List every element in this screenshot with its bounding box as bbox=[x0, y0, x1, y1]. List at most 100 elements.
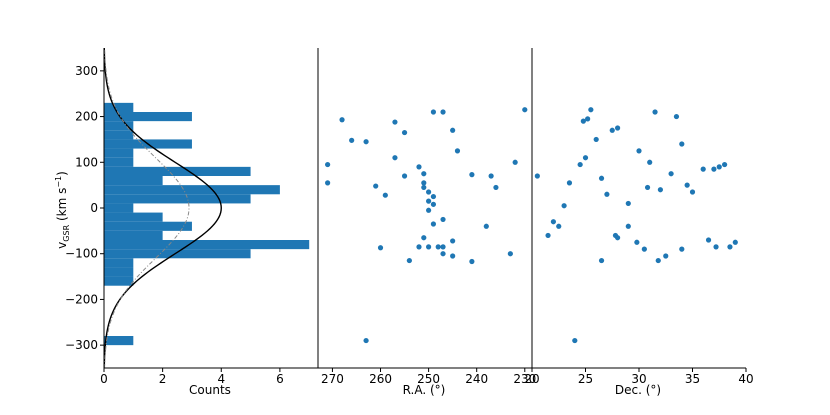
scatter-point bbox=[430, 201, 437, 207]
scatter-point bbox=[416, 164, 422, 170]
scatter-point bbox=[577, 161, 583, 168]
scatter-point bbox=[679, 141, 685, 147]
scatter-point bbox=[416, 244, 422, 250]
x-tick-label: 2 bbox=[159, 372, 167, 386]
x-tick-label: 40 bbox=[738, 372, 753, 386]
scatter-point bbox=[426, 207, 432, 213]
scatter-point bbox=[550, 219, 557, 225]
scatter-point bbox=[561, 203, 567, 209]
scatter-point bbox=[582, 155, 589, 161]
scatter-point bbox=[732, 239, 738, 245]
scatter-point bbox=[705, 237, 712, 243]
scatter-point bbox=[421, 180, 427, 186]
scatter-point bbox=[700, 166, 706, 172]
scatter-point bbox=[488, 173, 494, 179]
histogram-bar bbox=[104, 157, 134, 167]
scatter-point bbox=[644, 184, 651, 191]
scatter-point bbox=[392, 155, 398, 161]
scatter-point bbox=[593, 136, 599, 143]
histogram-bar bbox=[104, 112, 192, 122]
histogram-bar bbox=[104, 249, 251, 259]
scatter-point bbox=[440, 244, 446, 250]
y-tick-label: 0 bbox=[90, 201, 98, 215]
y-tick-label: 300 bbox=[75, 64, 98, 78]
scatter-point bbox=[426, 244, 432, 250]
histogram-bar bbox=[104, 276, 134, 286]
scatter-point bbox=[566, 180, 573, 186]
x-tick-label: 4 bbox=[217, 372, 225, 386]
scatter-point bbox=[572, 337, 578, 344]
scatter-point bbox=[598, 257, 605, 264]
ylabel-close: ) bbox=[55, 171, 69, 176]
histogram-bar bbox=[104, 176, 163, 186]
scatter-point bbox=[679, 246, 685, 252]
scatter-point bbox=[545, 232, 551, 239]
gaussian-model-curve bbox=[104, 47, 190, 369]
scatter-point bbox=[450, 238, 456, 244]
gaussian-fit-curve bbox=[103, 47, 222, 369]
x-tick-label: 35 bbox=[685, 372, 700, 386]
scatter-point bbox=[450, 127, 456, 133]
ra-x-axis-label: R.A. (°) bbox=[403, 383, 446, 397]
scatter-point bbox=[612, 232, 619, 239]
scatter-point bbox=[522, 107, 528, 113]
histogram-bar bbox=[104, 336, 134, 346]
scatter-point bbox=[426, 198, 432, 204]
scatter-point bbox=[625, 223, 631, 229]
scatter-point bbox=[655, 257, 661, 264]
histogram-bar bbox=[104, 185, 280, 195]
scatter-point bbox=[711, 166, 717, 172]
scatter-point bbox=[668, 171, 674, 177]
scatter-point bbox=[440, 109, 446, 115]
scatter-point bbox=[426, 189, 432, 195]
scatter-point bbox=[647, 159, 653, 165]
scatter-point bbox=[604, 191, 610, 197]
y-tick-label: −100 bbox=[65, 247, 98, 261]
y-tick-label: 200 bbox=[75, 110, 98, 124]
scatter-point bbox=[585, 116, 591, 122]
scatter-point bbox=[507, 251, 513, 257]
histogram-bar bbox=[104, 221, 192, 231]
scatter-point bbox=[722, 161, 728, 168]
histogram-bar bbox=[104, 267, 134, 277]
x-tick-label: 0 bbox=[100, 372, 108, 386]
scatter-point bbox=[641, 246, 647, 252]
scatter-point bbox=[349, 137, 355, 143]
scatter-point bbox=[454, 148, 461, 154]
scatter-point bbox=[325, 180, 331, 186]
x-tick-label: 6 bbox=[276, 372, 284, 386]
scatter-point bbox=[588, 107, 594, 113]
scatter-point bbox=[450, 253, 456, 259]
histogram-bar bbox=[104, 121, 134, 131]
histogram-x-axis-label: Counts bbox=[189, 383, 231, 397]
scatter-point bbox=[727, 244, 733, 250]
scatter-point bbox=[689, 189, 696, 195]
scatter-point bbox=[325, 161, 331, 168]
scatter-point bbox=[469, 258, 475, 265]
scatter-point bbox=[430, 193, 437, 200]
scatter-point bbox=[421, 184, 427, 191]
ylabel-sub: GSR bbox=[62, 224, 71, 241]
scatter-point bbox=[663, 253, 669, 259]
scatter-point bbox=[634, 239, 640, 245]
scatter-point bbox=[580, 118, 586, 124]
histogram-bar bbox=[104, 148, 134, 158]
scatter-point bbox=[716, 164, 722, 170]
ylabel-exp: −1 bbox=[54, 176, 63, 188]
x-tick-label: 250 bbox=[417, 372, 440, 386]
histogram-bar bbox=[104, 166, 251, 176]
scatter-point bbox=[609, 127, 615, 133]
histogram-bar bbox=[104, 240, 310, 250]
scatter-point bbox=[363, 337, 369, 344]
scatter-point bbox=[435, 244, 441, 250]
scatter-point bbox=[673, 113, 680, 120]
scatter-point bbox=[401, 129, 408, 136]
x-tick-label: 270 bbox=[321, 372, 344, 386]
scatter-point bbox=[430, 221, 437, 227]
scatter-point bbox=[493, 184, 499, 191]
histogram-bar bbox=[104, 130, 134, 140]
y-tick-label: −200 bbox=[65, 292, 98, 306]
x-tick-label: 240 bbox=[465, 372, 488, 386]
scatter-point bbox=[339, 117, 345, 123]
